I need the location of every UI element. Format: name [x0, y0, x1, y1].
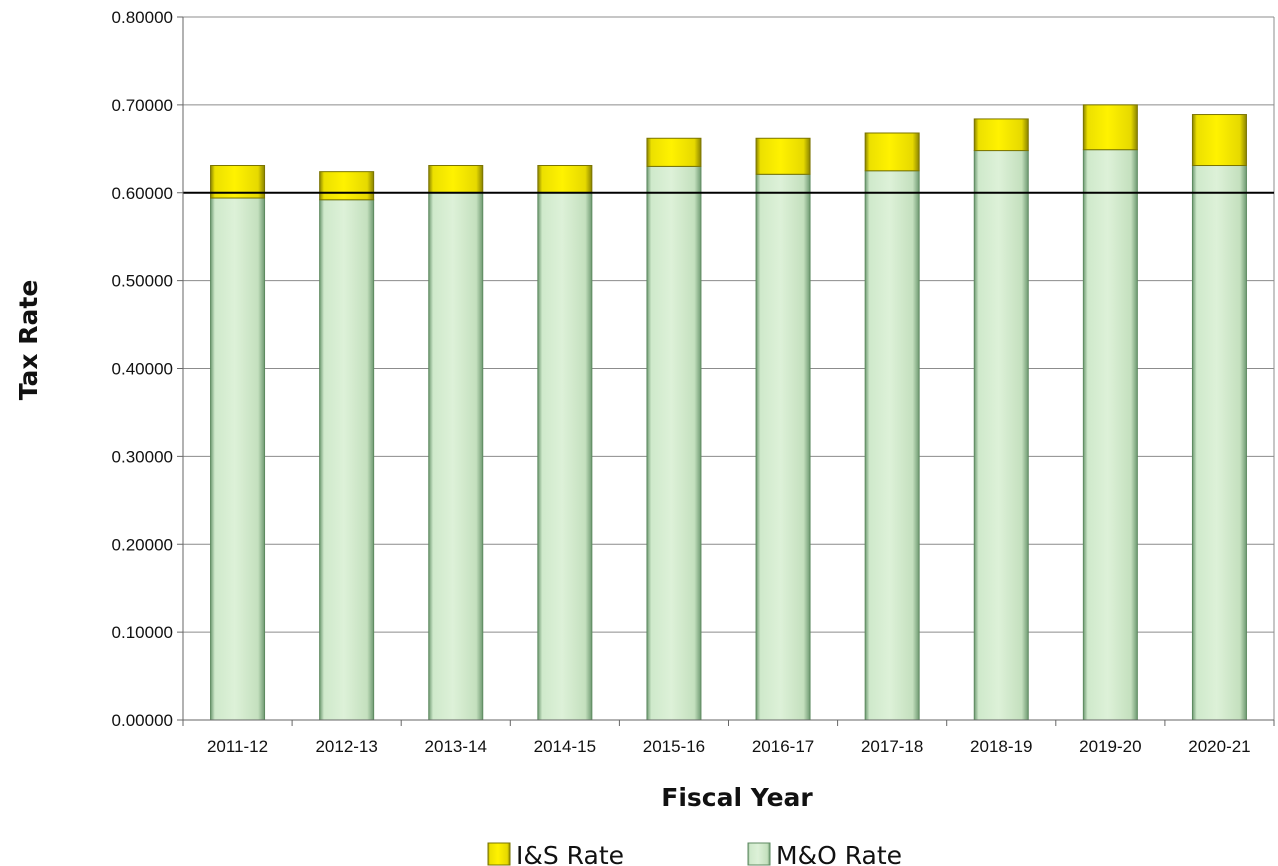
bar-is-rate: [973, 118, 1029, 152]
axes: [177, 16, 1275, 726]
bar-mo-rate: [1082, 149, 1138, 721]
legend-item-is: I&S Rate: [487, 841, 624, 866]
bar-mo-rate: [319, 199, 375, 721]
x-tick-label: 2011-12: [207, 737, 268, 756]
y-tick-labels: 0.00000 0.10000 0.20000 0.30000 0.40000 0.500…: [112, 8, 173, 730]
y-tick-label: 0.70000: [112, 96, 173, 115]
bar-mo-rate: [973, 150, 1029, 721]
bar-is-rate: [646, 137, 702, 167]
bar-mo-rate: [210, 197, 266, 721]
x-axis-title: Fiscal Year: [661, 783, 813, 812]
bar-mo-rate: [864, 170, 920, 721]
x-tick-label: 2018-19: [970, 737, 1032, 756]
bar-mo-rate: [755, 173, 811, 721]
x-tick-label: 2016-17: [752, 737, 814, 756]
legend-item-mo: M&O Rate: [747, 841, 902, 866]
y-tick-label: 0.50000: [112, 272, 173, 291]
bar-mo-rate: [428, 192, 484, 721]
bar-series: [210, 104, 1247, 721]
x-tick-label: 2015-16: [643, 737, 705, 756]
y-tick-label: 0.80000: [112, 8, 173, 27]
bar-is-rate: [428, 165, 484, 194]
bar-is-rate: [537, 165, 593, 194]
bar-is-rate: [1082, 104, 1138, 151]
x-tick-labels: 2011-12 2012-13 2013-14 2014-15 2015-16 2016-…: [207, 737, 1251, 756]
x-tick-label: 2017-18: [861, 737, 923, 756]
bar-is-rate: [319, 171, 375, 201]
x-tick-label: 2014-15: [534, 737, 596, 756]
bar-mo-rate: [537, 192, 593, 721]
bar-mo-rate: [1191, 165, 1247, 721]
y-tick-label: 0.20000: [112, 535, 173, 554]
y-tick-label: 0.30000: [112, 447, 173, 466]
x-tick-label: 2013-14: [425, 737, 487, 756]
bar-is-rate: [864, 132, 920, 172]
legend: I&S Rate M&O Rate: [487, 841, 902, 866]
legend-label-is: I&S Rate: [516, 841, 624, 866]
bar-is-rate: [1191, 114, 1247, 167]
bar-mo-rate: [646, 165, 702, 721]
y-tick-label: 0.00000: [112, 711, 173, 730]
y-axis-title: Tax Rate: [14, 280, 43, 401]
y-tick-label: 0.60000: [112, 184, 173, 203]
legend-swatch-is: [487, 842, 511, 866]
legend-swatch-mo: [747, 842, 771, 866]
x-tick-label: 2019-20: [1079, 737, 1141, 756]
y-tick-label: 0.40000: [112, 360, 173, 379]
x-tick-label: 2020-21: [1188, 737, 1250, 756]
y-tick-label: 0.10000: [112, 623, 173, 642]
legend-label-mo: M&O Rate: [776, 841, 902, 866]
x-tick-label: 2012-13: [315, 737, 377, 756]
bar-is-rate: [755, 137, 811, 175]
